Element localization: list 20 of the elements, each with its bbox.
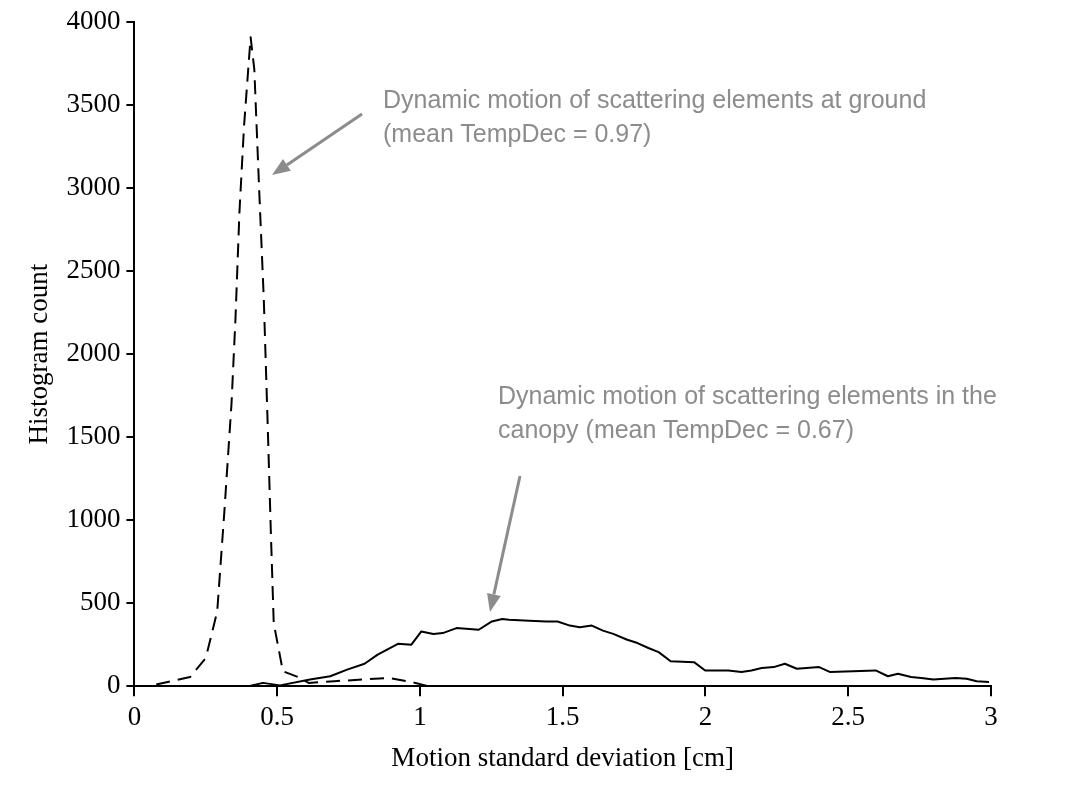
x-tick-label: 0.5	[260, 701, 295, 732]
y-tick-label: 1000	[66, 503, 121, 534]
x-tick-label: 1	[413, 701, 427, 732]
y-tick-label: 3000	[66, 171, 121, 202]
x-tick-label: 0	[127, 701, 142, 732]
x-axis-title: Motion standard deviation [cm]	[391, 741, 735, 772]
y-tick-label: 2500	[66, 254, 121, 285]
x-tick-label: 1.5	[545, 701, 580, 732]
x-tick-label: 2.5	[831, 701, 866, 732]
x-tick-label: 2	[698, 701, 713, 732]
y-tick-label: 3500	[66, 88, 121, 119]
y-tick-label: 0	[106, 669, 121, 700]
x-tick-label: 3	[984, 701, 998, 732]
y-tick-label: 1500	[66, 420, 121, 451]
annotation: Dynamic motion of scattering elements at ground (mean TempDec = 0.97)	[383, 84, 928, 149]
y-tick-label: 2000	[66, 337, 121, 368]
y-tick-label: 500	[79, 586, 121, 617]
annotation: Dynamic motion of scattering elements in the canopy (mean TempDec = 0.67)	[498, 380, 998, 445]
y-tick-label: 4000	[66, 5, 121, 36]
y-axis-title: Histogram count	[23, 263, 54, 445]
